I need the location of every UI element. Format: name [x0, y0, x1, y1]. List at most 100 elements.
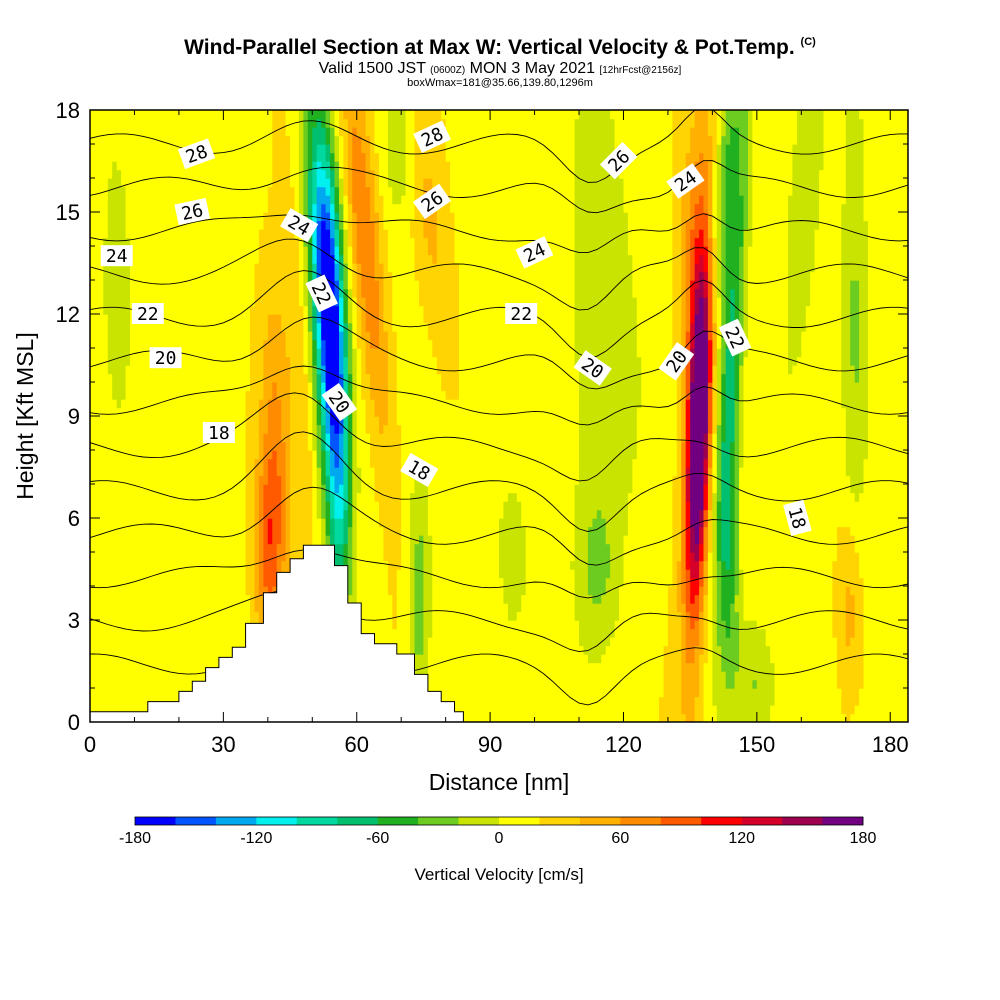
- w-cell: [392, 152, 398, 162]
- w-cell: [174, 569, 180, 579]
- w-cell: [138, 271, 144, 281]
- w-cell: [250, 263, 256, 273]
- w-cell: [218, 509, 224, 519]
- w-cell: [138, 382, 144, 392]
- w-cell: [130, 203, 136, 213]
- w-cell: [205, 484, 211, 494]
- w-cell: [374, 288, 380, 298]
- w-cell: [307, 467, 313, 477]
- w-cell: [281, 288, 287, 298]
- w-cell: [205, 263, 211, 273]
- w-cell: [245, 407, 251, 417]
- w-cell: [130, 662, 136, 672]
- w-cell: [134, 577, 140, 587]
- w-cell: [121, 288, 127, 298]
- w-cell: [294, 127, 300, 137]
- w-cell: [232, 467, 238, 477]
- w-cell: [267, 144, 273, 154]
- w-cell: [161, 526, 167, 536]
- w-cell: [294, 178, 300, 188]
- w-cell: [201, 118, 207, 128]
- w-cell: [218, 178, 224, 188]
- w-cell: [196, 220, 202, 230]
- w-cell: [356, 118, 362, 128]
- w-cell: [98, 688, 104, 698]
- w-cell: [361, 518, 367, 528]
- w-cell: [352, 203, 358, 213]
- w-cell: [387, 569, 393, 579]
- w-cell: [356, 373, 362, 383]
- w-cell: [241, 110, 247, 120]
- w-cell: [303, 322, 309, 332]
- w-cell: [312, 356, 318, 366]
- w-cell: [112, 288, 118, 298]
- w-cell: [298, 271, 304, 281]
- w-cell: [298, 543, 304, 553]
- w-cell: [121, 407, 127, 417]
- w-cell: [205, 305, 211, 315]
- w-cell: [103, 484, 109, 494]
- w-cell: [347, 552, 353, 562]
- w-cell: [276, 297, 282, 307]
- w-cell: [365, 195, 371, 205]
- w-cell: [174, 475, 180, 485]
- w-cell: [365, 280, 371, 290]
- w-cell: [370, 373, 376, 383]
- w-cell: [183, 331, 189, 341]
- w-cell: [290, 297, 296, 307]
- w-cell: [214, 416, 220, 426]
- w-cell: [170, 271, 176, 281]
- w-cell: [298, 441, 304, 451]
- w-cell: [192, 509, 198, 519]
- w-cell: [258, 237, 264, 247]
- w-cell: [258, 246, 264, 256]
- w-cell: [316, 271, 322, 281]
- w-cell: [303, 365, 309, 375]
- w-cell: [392, 586, 398, 596]
- w-cell: [334, 152, 340, 162]
- w-cell: [285, 280, 291, 290]
- w-cell: [143, 620, 149, 630]
- w-cell: [356, 348, 362, 358]
- w-cell: [365, 271, 371, 281]
- w-cell: [245, 586, 251, 596]
- w-cell: [374, 237, 380, 247]
- w-cell: [210, 416, 216, 426]
- w-cell: [281, 484, 287, 494]
- w-cell: [370, 144, 376, 154]
- w-cell: [107, 127, 113, 137]
- w-cell: [330, 348, 336, 358]
- w-cell: [294, 424, 300, 434]
- w-cell: [356, 382, 362, 392]
- w-cell: [121, 152, 127, 162]
- w-cell: [94, 671, 100, 681]
- w-cell: [130, 144, 136, 154]
- w-cell: [325, 382, 331, 392]
- w-cell: [112, 467, 118, 477]
- w-cell: [192, 433, 198, 443]
- w-cell: [138, 518, 144, 528]
- w-cell: [374, 526, 380, 536]
- w-cell: [174, 543, 180, 553]
- w-cell: [121, 322, 127, 332]
- w-cell: [298, 127, 304, 137]
- w-cell: [94, 535, 100, 545]
- w-cell: [254, 297, 260, 307]
- w-cell: [90, 679, 96, 689]
- w-cell: [290, 169, 296, 179]
- w-cell: [178, 441, 184, 451]
- w-cell: [170, 450, 176, 460]
- w-cell: [218, 161, 224, 171]
- w-cell: [396, 620, 402, 630]
- w-cell: [316, 254, 322, 264]
- w-cell: [241, 450, 247, 460]
- w-cell: [94, 390, 100, 400]
- w-cell: [232, 586, 238, 596]
- w-cell: [232, 331, 238, 341]
- w-cell: [152, 127, 158, 137]
- w-cell: [272, 492, 278, 502]
- w-cell: [192, 314, 198, 324]
- w-cell: [361, 594, 367, 604]
- w-cell: [223, 271, 229, 281]
- w-cell: [294, 475, 300, 485]
